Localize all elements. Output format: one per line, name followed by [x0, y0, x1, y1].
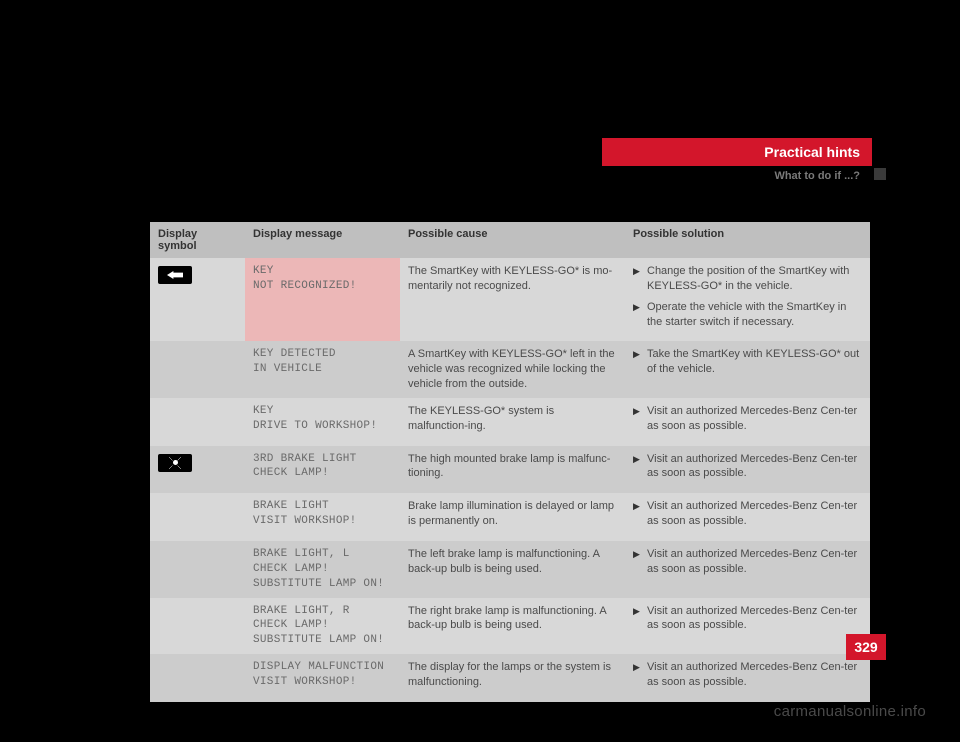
arrow-icon: ▶ — [633, 300, 647, 330]
header-marker — [874, 168, 886, 180]
key-icon — [158, 266, 192, 284]
cell-cause: A SmartKey with KEYLESS-GO* left in the … — [400, 341, 625, 398]
solution-item: ▶Take the SmartKey with KEYLESS-GO* out … — [633, 347, 862, 377]
table-row: BRAKE LIGHT, RCHECK LAMP!SUBSTITUTE LAMP… — [150, 598, 870, 655]
table-header: Display symbol Display message Possible … — [150, 222, 870, 258]
table-body: KEYNOT RECOGNIZED!The SmartKey with KEYL… — [150, 258, 870, 702]
solution-item: ▶Visit an authorized Mercedes-Benz Cen-t… — [633, 499, 862, 529]
page-number: 329 — [854, 639, 877, 655]
cell-cause: Brake lamp illumination is delayed or la… — [400, 493, 625, 541]
solution-item: ▶Visit an authorized Mercedes-Benz Cen-t… — [633, 452, 862, 482]
cell-message: BRAKE LIGHT, RCHECK LAMP!SUBSTITUTE LAMP… — [245, 598, 400, 655]
table-row: KEYDRIVE TO WORKSHOP!The KEYLESS-GO* sys… — [150, 398, 870, 446]
cell-solution: ▶Visit an authorized Mercedes-Benz Cen-t… — [625, 493, 870, 541]
table-row: BRAKE LIGHT, LCHECK LAMP!SUBSTITUTE LAMP… — [150, 541, 870, 598]
cell-message: 3RD BRAKE LIGHTCHECK LAMP! — [245, 446, 400, 494]
arrow-icon: ▶ — [633, 660, 647, 690]
solution-text: Visit an authorized Mercedes-Benz Cen-te… — [647, 547, 862, 577]
solution-item: ▶Visit an authorized Mercedes-Benz Cen-t… — [633, 660, 862, 690]
watermark-text: carmanualsonline.info — [774, 703, 926, 720]
table-row: BRAKE LIGHTVISIT WORKSHOP!Brake lamp ill… — [150, 493, 870, 541]
sub-header: What to do if ...? — [602, 170, 872, 182]
cell-message: KEYDRIVE TO WORKSHOP! — [245, 398, 400, 446]
solution-text: Visit an authorized Mercedes-Benz Cen-te… — [647, 660, 862, 690]
cell-cause: The SmartKey with KEYLESS-GO* is mo-ment… — [400, 258, 625, 341]
cell-solution: ▶Visit an authorized Mercedes-Benz Cen-t… — [625, 398, 870, 446]
solution-text: Visit an authorized Mercedes-Benz Cen-te… — [647, 404, 862, 434]
arrow-icon: ▶ — [633, 347, 647, 377]
page-number-badge: 329 — [846, 634, 886, 660]
solution-text: Take the SmartKey with KEYLESS-GO* out o… — [647, 347, 862, 377]
header-banner: Practical hints — [602, 138, 872, 166]
solution-item: ▶Change the position of the SmartKey wit… — [633, 264, 862, 294]
cell-message: BRAKE LIGHTVISIT WORKSHOP! — [245, 493, 400, 541]
col-header-cause: Possible cause — [400, 222, 625, 258]
cell-message: KEYNOT RECOGNIZED! — [245, 258, 400, 341]
cell-solution: ▶Visit an authorized Mercedes-Benz Cen-t… — [625, 654, 870, 702]
arrow-icon: ▶ — [633, 547, 647, 577]
solution-text: Operate the vehicle with the SmartKey in… — [647, 300, 862, 330]
table-row: KEYNOT RECOGNIZED!The SmartKey with KEYL… — [150, 258, 870, 341]
lamp-icon — [158, 454, 192, 472]
arrow-icon: ▶ — [633, 499, 647, 529]
cell-symbol — [150, 654, 245, 702]
solution-text: Change the position of the SmartKey with… — [647, 264, 862, 294]
col-header-solution: Possible solution — [625, 222, 870, 258]
arrow-icon: ▶ — [633, 452, 647, 482]
cell-symbol — [150, 493, 245, 541]
table-row: KEY DETECTEDIN VEHICLEA SmartKey with KE… — [150, 341, 870, 398]
cell-symbol — [150, 446, 245, 494]
solution-item: ▶Visit an authorized Mercedes-Benz Cen-t… — [633, 547, 862, 577]
solution-item: ▶Operate the vehicle with the SmartKey i… — [633, 300, 862, 330]
col-header-message: Display message — [245, 222, 400, 258]
table-row: 3RD BRAKE LIGHTCHECK LAMP!The high mount… — [150, 446, 870, 494]
cell-solution: ▶Visit an authorized Mercedes-Benz Cen-t… — [625, 446, 870, 494]
solution-item: ▶Visit an authorized Mercedes-Benz Cen-t… — [633, 404, 862, 434]
cell-solution: ▶Visit an authorized Mercedes-Benz Cen-t… — [625, 541, 870, 598]
cell-solution: ▶Take the SmartKey with KEYLESS-GO* out … — [625, 341, 870, 398]
cell-solution: ▶Change the position of the SmartKey wit… — [625, 258, 870, 341]
cell-message: BRAKE LIGHT, LCHECK LAMP!SUBSTITUTE LAMP… — [245, 541, 400, 598]
header-title: Practical hints — [764, 144, 860, 160]
arrow-icon: ▶ — [633, 604, 647, 634]
cell-cause: The right brake lamp is malfunctioning. … — [400, 598, 625, 655]
cell-cause: The high mounted brake lamp is malfunc-t… — [400, 446, 625, 494]
solution-text: Visit an authorized Mercedes-Benz Cen-te… — [647, 499, 862, 529]
col-header-symbol: Display symbol — [150, 222, 245, 258]
cell-symbol — [150, 398, 245, 446]
solution-text: Visit an authorized Mercedes-Benz Cen-te… — [647, 452, 862, 482]
cell-symbol — [150, 341, 245, 398]
watermark: carmanualsonline.info — [774, 703, 926, 720]
solution-item: ▶Visit an authorized Mercedes-Benz Cen-t… — [633, 604, 862, 634]
sub-header-text: What to do if ...? — [774, 170, 860, 182]
cell-symbol — [150, 258, 245, 341]
table-row: DISPLAY MALFUNCTIONVISIT WORKSHOP!The di… — [150, 654, 870, 702]
cell-cause: The KEYLESS-GO* system is malfunction-in… — [400, 398, 625, 446]
arrow-icon: ▶ — [633, 264, 647, 294]
arrow-icon: ▶ — [633, 404, 647, 434]
solution-text: Visit an authorized Mercedes-Benz Cen-te… — [647, 604, 862, 634]
cell-cause: The left brake lamp is malfunctioning. A… — [400, 541, 625, 598]
cell-message: DISPLAY MALFUNCTIONVISIT WORKSHOP! — [245, 654, 400, 702]
diagnostics-table: Display symbol Display message Possible … — [150, 222, 870, 702]
cell-cause: The display for the lamps or the system … — [400, 654, 625, 702]
cell-solution: ▶Visit an authorized Mercedes-Benz Cen-t… — [625, 598, 870, 655]
cell-message: KEY DETECTEDIN VEHICLE — [245, 341, 400, 398]
cell-symbol — [150, 598, 245, 655]
cell-symbol — [150, 541, 245, 598]
